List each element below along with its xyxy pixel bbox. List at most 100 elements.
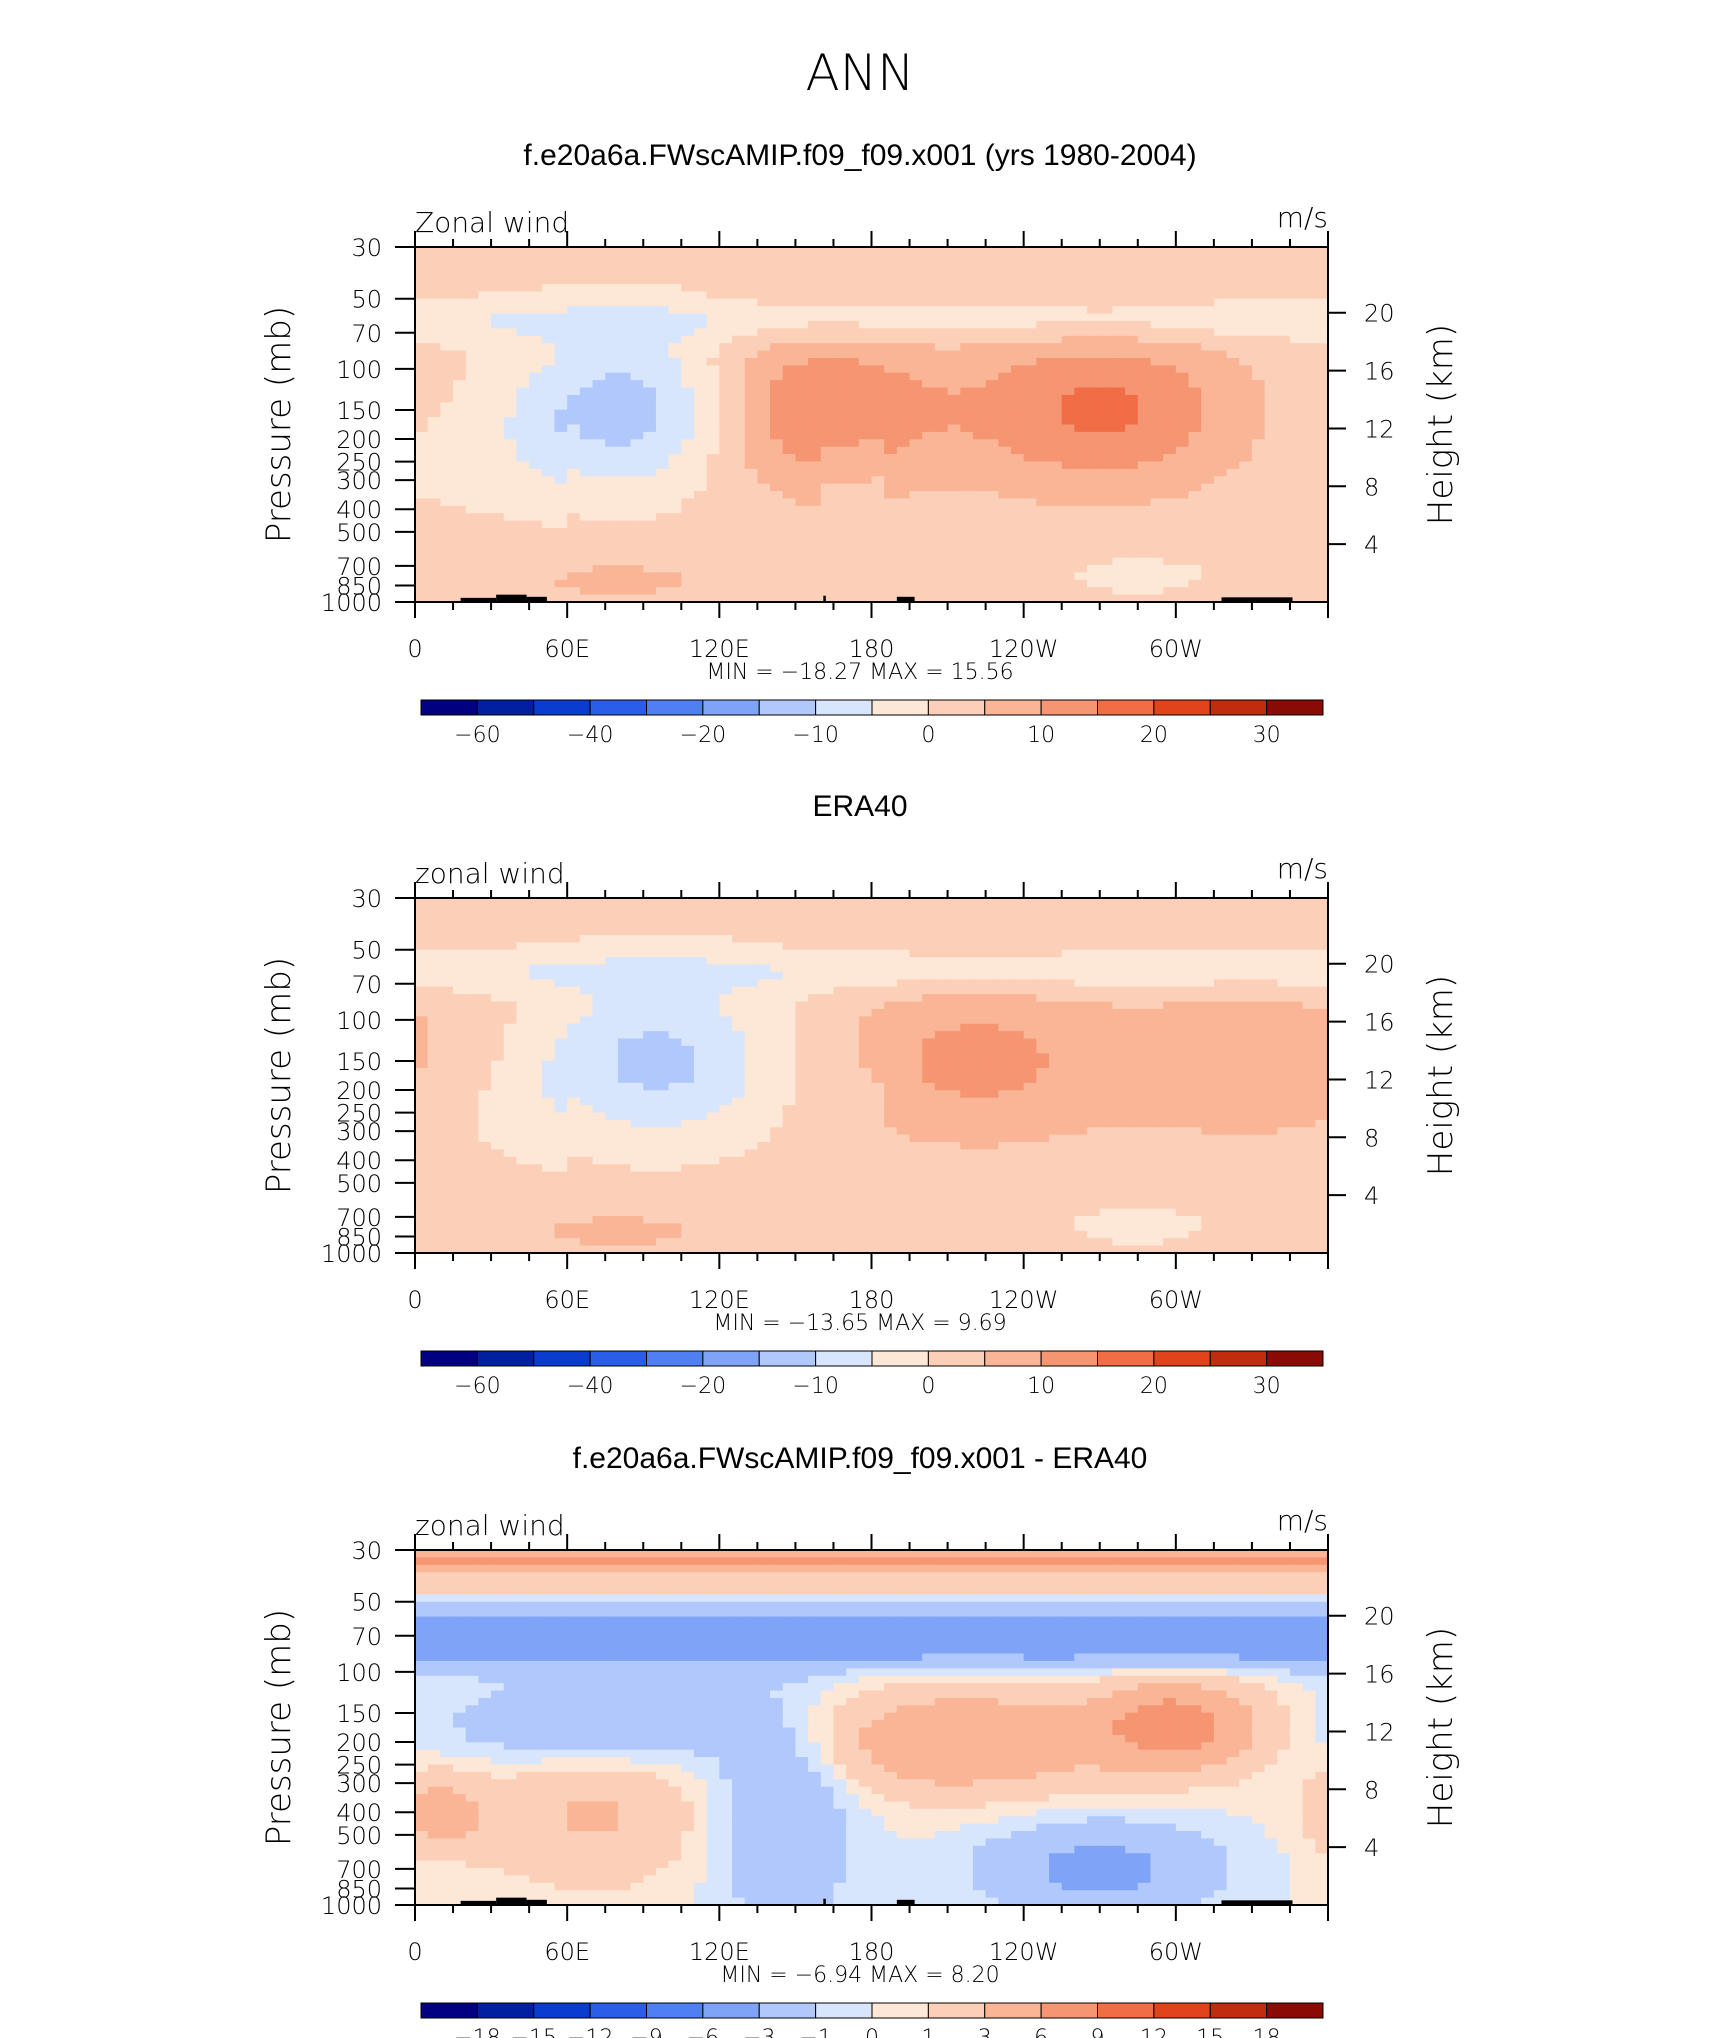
contour-cell: [757, 572, 771, 581]
contour-cell: [1099, 572, 1114, 581]
contour-cell: [1163, 483, 1177, 492]
contour-cell: [998, 579, 1012, 588]
colorbar-swatch: [927, 699, 986, 716]
contour-cell: [1150, 542, 1164, 551]
contour-cell: [1049, 505, 1063, 514]
contour-cell: [934, 343, 949, 352]
contour-cell: [770, 254, 784, 263]
contour-cell: [706, 905, 720, 914]
contour-cell: [1036, 971, 1050, 980]
contour-cell: [909, 565, 923, 574]
contour-cell: [427, 483, 441, 492]
contour-cell: [1201, 387, 1215, 396]
contour-cell: [1226, 587, 1240, 596]
contour-cell: [1074, 979, 1088, 988]
contour-cell: [858, 594, 873, 603]
contour-cell: [770, 483, 784, 492]
contour-cell: [1049, 520, 1063, 529]
contour-cell: [1099, 306, 1114, 315]
contour-cell: [719, 1001, 733, 1010]
contour-cell: [1137, 298, 1152, 307]
colorbar-swatch: [1040, 699, 1098, 716]
contour-cell: [427, 542, 441, 551]
contour-cell: [630, 542, 644, 551]
contour-cell: [643, 394, 657, 403]
contour-cell: [744, 298, 758, 307]
contour-cell: [465, 365, 479, 374]
y-tick-label: 100: [336, 356, 382, 384]
contour-cell: [655, 550, 670, 559]
contour-cell: [554, 320, 568, 329]
contour-cell: [757, 491, 771, 500]
contour-cell: [871, 394, 885, 403]
contour-cell: [1150, 491, 1164, 500]
contour-cell: [896, 1001, 911, 1010]
contour-cell: [998, 528, 1012, 537]
contour-cell: [415, 269, 429, 278]
contour-cell: [960, 247, 974, 255]
contour-cell: [1239, 572, 1253, 581]
contour-cell: [465, 1023, 479, 1032]
contour-cell: [516, 261, 530, 270]
contour-cell: [1264, 587, 1278, 596]
contour-cell: [630, 579, 644, 588]
contour-cell: [478, 505, 492, 514]
contour-cell: [668, 431, 682, 440]
contour-cell: [1061, 1001, 1075, 1010]
contour-cell: [1277, 417, 1291, 426]
contour-cell: [554, 971, 568, 980]
contour-cell: [833, 1023, 847, 1032]
contour-cell: [453, 565, 467, 574]
contour-cell: [1213, 461, 1228, 470]
contour-cell: [643, 1023, 657, 1032]
contour-cell: [427, 994, 441, 1003]
contour-cell: [1277, 372, 1291, 381]
contour-cell: [605, 520, 619, 529]
contour-cell: [1099, 350, 1114, 359]
contour-cell: [934, 579, 949, 588]
contour-cell: [541, 986, 556, 995]
contour-cell: [1023, 498, 1037, 507]
contour-cell: [871, 335, 885, 344]
contour-cell: [896, 483, 911, 492]
contour-cell: [1074, 254, 1088, 263]
contour-cell: [972, 461, 987, 470]
contour-cell: [541, 409, 556, 418]
contour-cell: [529, 461, 543, 470]
contour-cell: [1226, 1031, 1240, 1040]
contour-cell: [503, 439, 518, 448]
contour-cell: [884, 927, 898, 936]
contour-cell: [1074, 409, 1088, 418]
contour-cell: [1264, 461, 1278, 470]
contour-cell: [998, 927, 1012, 936]
contour-cell: [453, 283, 467, 292]
contour-cell: [770, 283, 784, 292]
contour-cell: [516, 905, 530, 914]
contour-cell: [782, 898, 797, 906]
contour-cell: [782, 528, 797, 537]
contour-cell: [465, 468, 479, 477]
contour-cell: [1188, 942, 1202, 951]
contour-cell: [1201, 594, 1215, 603]
contour-cell: [960, 1031, 974, 1040]
contour-cell: [465, 535, 479, 544]
contour-cell: [1175, 276, 1190, 285]
contour-cell: [453, 587, 467, 596]
contour-cell: [427, 1023, 441, 1032]
contour-cell: [833, 454, 847, 463]
contour-cell: [491, 335, 505, 344]
contour-cell: [541, 1038, 556, 1047]
contour-cell: [820, 380, 835, 389]
contour-cell: [453, 254, 467, 263]
contour-cell: [947, 247, 961, 255]
contour-cell: [1049, 513, 1063, 522]
contour-cell: [478, 291, 492, 300]
contour-cell: [478, 898, 492, 906]
contour-cell: [1315, 335, 1329, 344]
contour-cell: [1163, 439, 1177, 448]
contour-cell: [947, 557, 961, 566]
contour-cell: [478, 934, 492, 943]
contour-cell: [491, 491, 505, 500]
contour-cell: [529, 298, 543, 307]
contour-cell: [1074, 269, 1088, 278]
